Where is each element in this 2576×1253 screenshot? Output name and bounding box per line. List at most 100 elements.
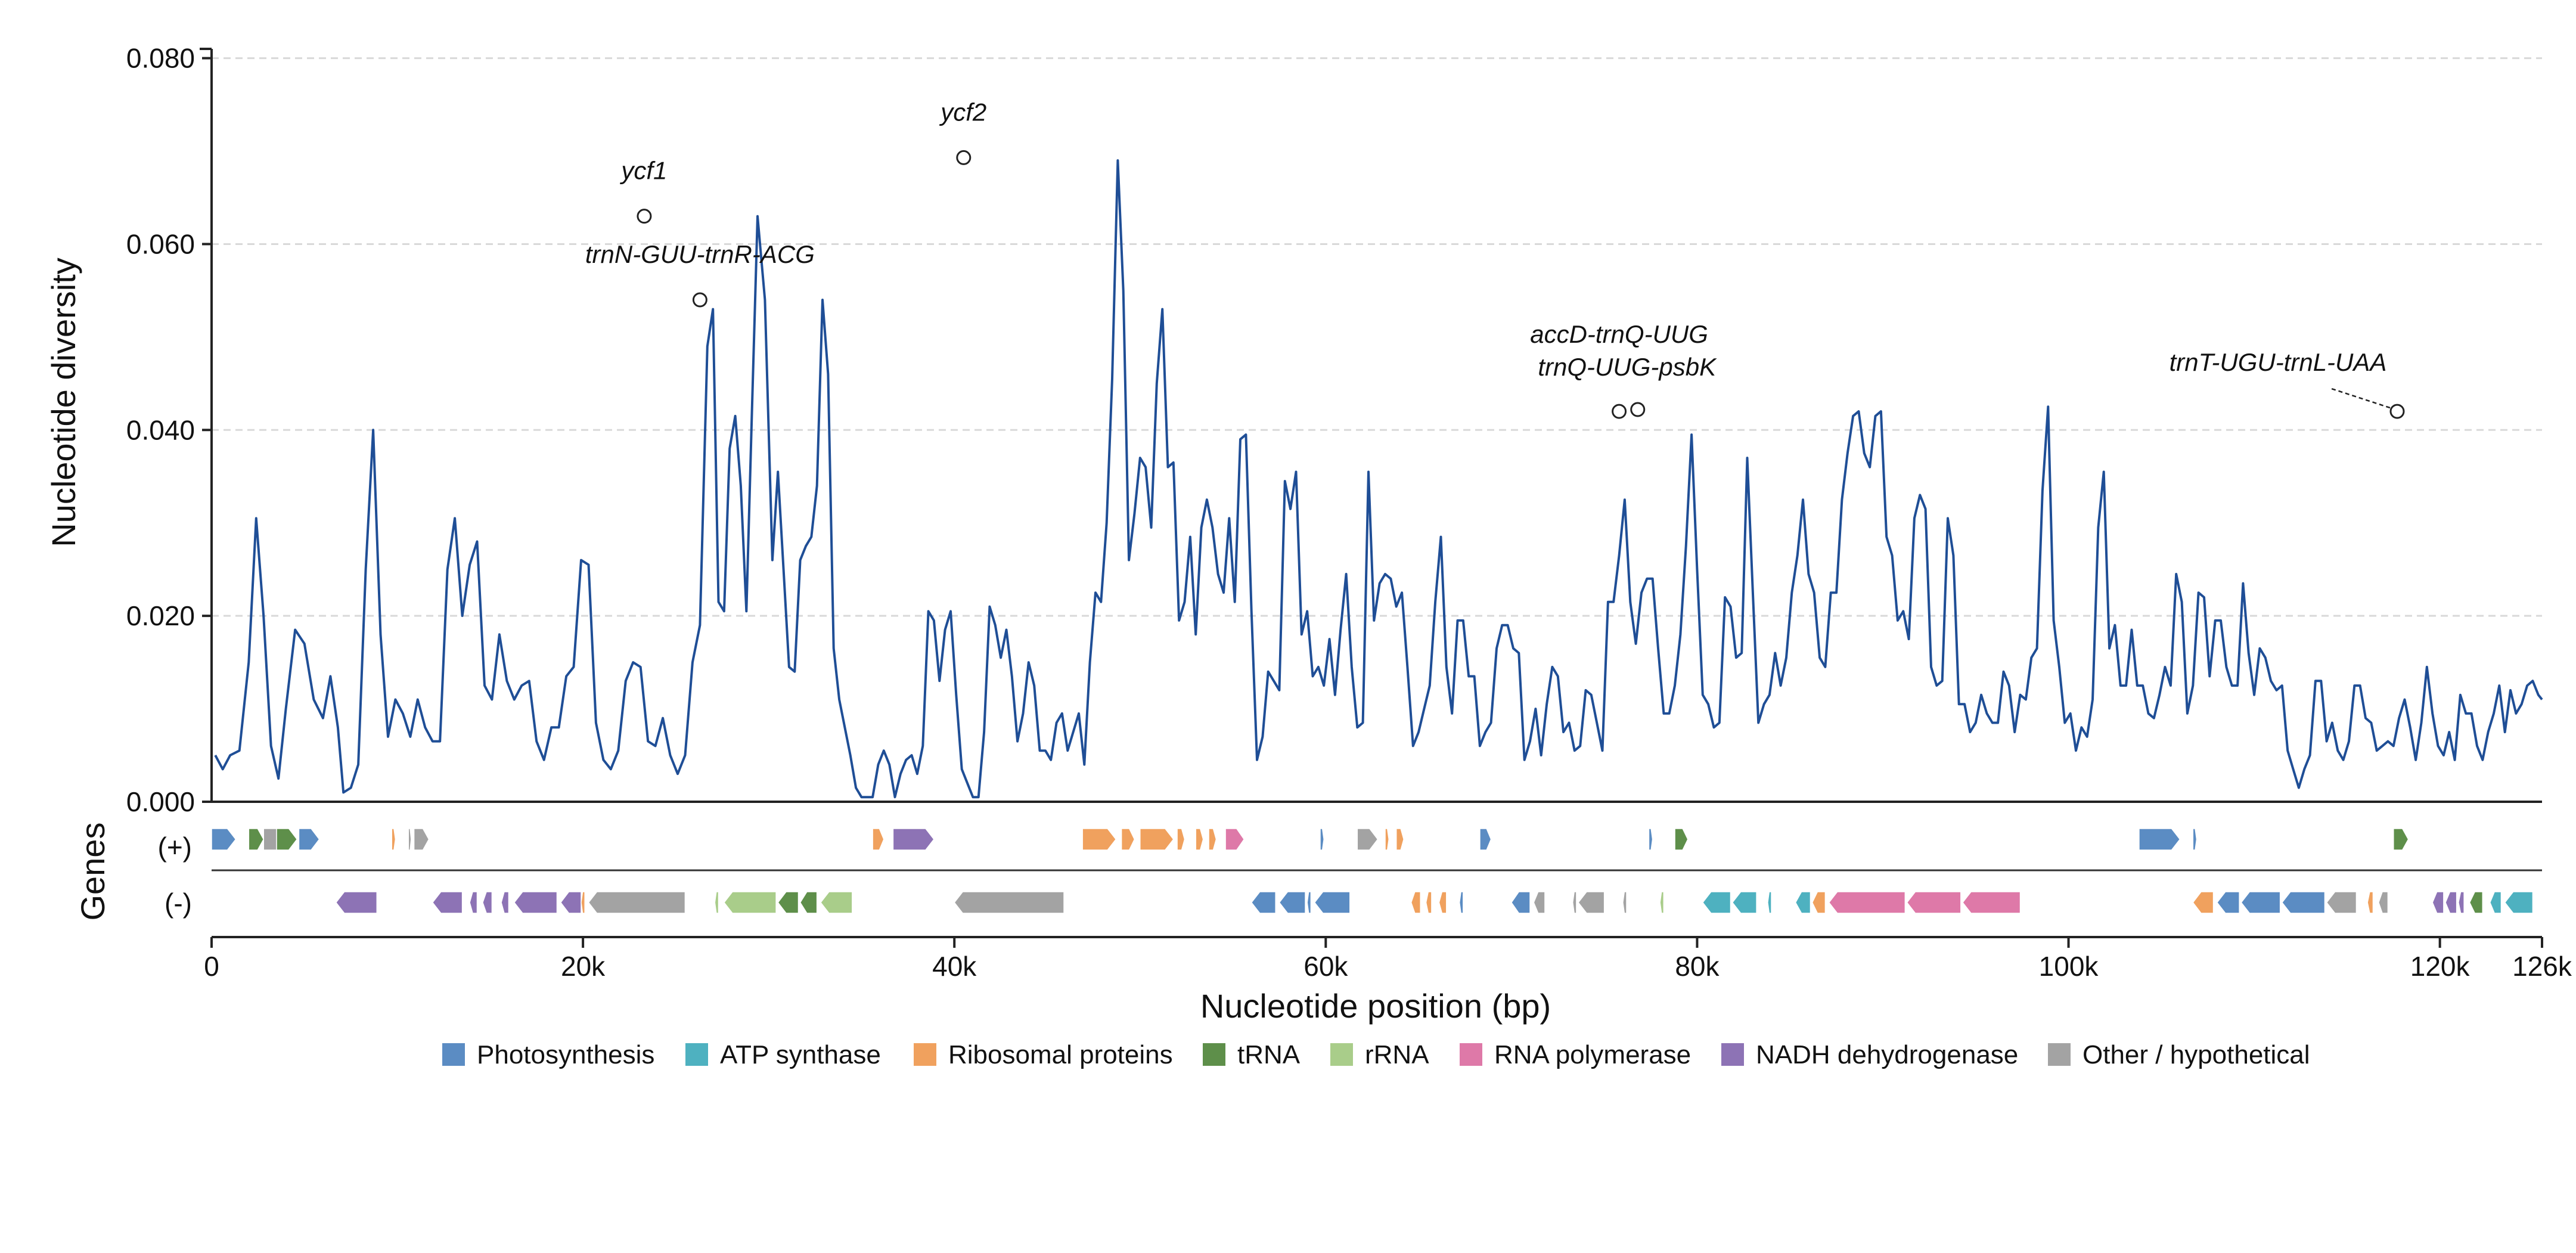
x-tick-label: 0 <box>204 951 219 982</box>
legend-label: NADH dehydrogenase <box>1756 1040 2018 1069</box>
gene-minus <box>1811 891 1826 914</box>
y-tick-label: 0.040 <box>126 414 195 445</box>
strand-label-minus: (-) <box>165 888 192 919</box>
gene-minus <box>1906 891 1962 914</box>
gene-plus <box>1385 828 1390 851</box>
gene-minus <box>1314 891 1351 914</box>
gene-minus <box>335 891 378 914</box>
gene-plus <box>1320 828 1324 851</box>
gene-minus <box>2326 891 2357 914</box>
gene-minus <box>1962 891 2021 914</box>
y-tick-label: 0.000 <box>126 786 195 817</box>
gene-minus <box>1659 891 1665 914</box>
gene-minus <box>2432 891 2444 914</box>
y-tick-label: 0.020 <box>126 600 195 631</box>
legend: Photosynthesis ATP synthase Ribosomal prot… <box>442 1040 2310 1069</box>
legend-label: Photosynthesis <box>477 1040 654 1069</box>
gene-plus <box>1140 828 1174 851</box>
gene-plus <box>1208 828 1217 851</box>
strand-label-plus: (+) <box>158 832 193 863</box>
gene-plus <box>1225 828 1245 851</box>
gene-minus <box>1425 891 1432 914</box>
x-tick-label: 100k <box>2039 951 2099 982</box>
axes <box>200 48 2542 938</box>
gene-minus <box>1250 891 1276 914</box>
gene-minus <box>1578 891 1605 914</box>
gene-plus <box>1395 828 1404 851</box>
diversity-line <box>214 159 2543 799</box>
gene-minus <box>2458 891 2465 914</box>
peak-annotations: ycf1 ycf2 trnN-GUU-trnR-ACG accD-trnQ-UUG tr… <box>585 98 2405 419</box>
legend-label: RNA polymerase <box>1494 1040 1691 1069</box>
gene-plus <box>391 828 396 851</box>
gene-plus <box>2192 828 2198 851</box>
legend-label: Other / hypothetical <box>2082 1040 2310 1069</box>
gene-minus <box>588 891 686 914</box>
gene-minus <box>1572 891 1577 914</box>
gene-plus <box>211 828 237 851</box>
x-axis-title: Nucleotide position (bp) <box>1200 987 1551 1025</box>
peak-label: trnN-GUU-trnR-ACG <box>585 240 815 268</box>
horizontal-gridlines <box>212 57 2542 617</box>
legend-swatch <box>1721 1043 1744 1066</box>
peak-marker <box>1630 402 1646 417</box>
gene-plus <box>1177 828 1185 851</box>
gene-minus <box>723 891 777 914</box>
gene-minus <box>1702 891 1731 914</box>
gene-plus <box>2139 828 2181 851</box>
gene-minus <box>482 891 493 914</box>
gene-minus <box>1278 891 1306 914</box>
gene-minus <box>2281 891 2326 914</box>
gene-plus <box>1674 828 1689 851</box>
legend-label: ATP synthase <box>720 1040 881 1069</box>
gene-minus <box>714 891 719 914</box>
gene-minus <box>2367 891 2374 914</box>
legend-swatch <box>442 1043 465 1066</box>
peak-marker <box>692 292 707 308</box>
legend-label: Ribosomal proteins <box>948 1040 1173 1069</box>
gene-minus <box>581 891 585 914</box>
gene-plus <box>1121 828 1135 851</box>
x-tick-label: 120k <box>2410 951 2471 982</box>
legend-swatch <box>1330 1043 1353 1066</box>
gene-track-plus-strand <box>211 828 2409 851</box>
peak-marker <box>637 209 652 224</box>
gene-minus <box>1828 891 1906 914</box>
gene-track-title: Genes <box>74 823 111 921</box>
gene-plus <box>892 828 935 851</box>
legend-label: rRNA <box>1365 1040 1429 1069</box>
gene-minus <box>2240 891 2281 914</box>
gene-plus <box>1357 828 1379 851</box>
gene-plus <box>2393 828 2409 851</box>
gene-minus <box>1533 891 1545 914</box>
x-tick-label: 126k <box>2512 951 2572 982</box>
gene-minus <box>1731 891 1757 914</box>
peak-label: ycf2 <box>939 98 986 126</box>
legend-swatch <box>1460 1043 1482 1066</box>
gene-minus <box>1795 891 1811 914</box>
gene-minus <box>1767 891 1772 914</box>
gene-plus <box>1479 828 1492 851</box>
legend-swatch <box>914 1043 936 1066</box>
x-tick-label: 40k <box>932 951 977 982</box>
y-axis-title: Nucleotide diversity <box>45 258 82 547</box>
gene-minus <box>1410 891 1421 914</box>
legend-swatch <box>2048 1043 2071 1066</box>
peak-marker <box>2389 404 2405 419</box>
gene-minus <box>513 891 558 914</box>
gene-plus <box>298 828 320 851</box>
x-tick-label: 20k <box>561 951 606 982</box>
gene-minus <box>2489 891 2502 914</box>
gene-minus <box>1458 891 1464 914</box>
gene-minus <box>1510 891 1531 914</box>
y-axis-ticks: 0.000 0.020 0.040 0.060 0.080 <box>126 43 212 817</box>
peak-label: trnQ-UUG-psbK <box>1538 353 1717 381</box>
gene-minus <box>2504 891 2534 914</box>
gene-minus <box>2378 891 2389 914</box>
gene-minus <box>2469 891 2484 914</box>
gene-plus <box>276 828 298 851</box>
legend-swatch <box>1203 1043 1225 1066</box>
diversity-series <box>214 159 2543 799</box>
peak-label: accD-trnQ-UUG <box>1530 320 1708 348</box>
